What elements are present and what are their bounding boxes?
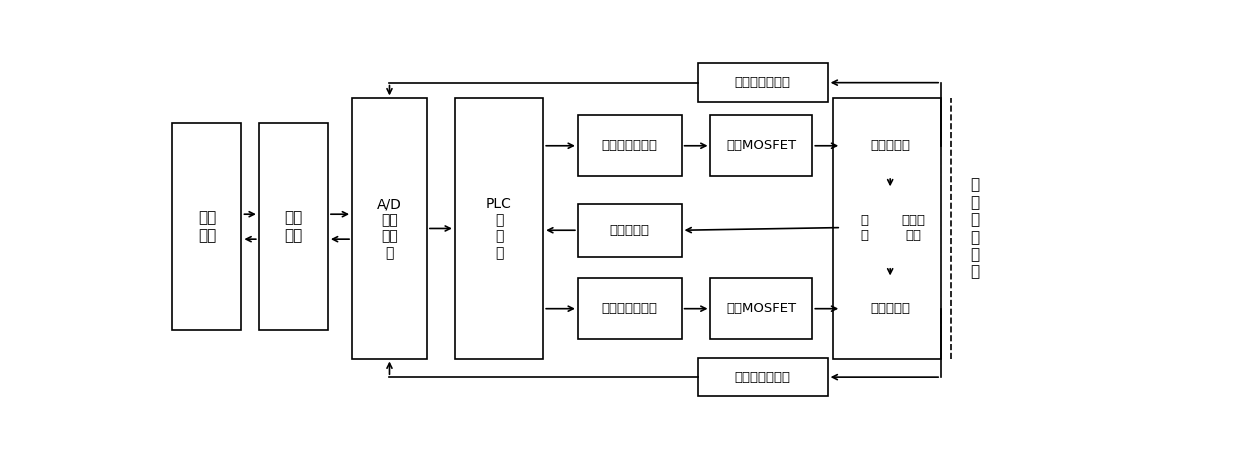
Text: 转
子: 转 子: [861, 213, 868, 242]
Bar: [455, 98, 543, 358]
Text: 第一MOSFET: 第一MOSFET: [727, 139, 796, 152]
Text: 下电磁线圈: 下电磁线圈: [870, 302, 910, 315]
Text: 第二电流传感器: 第二电流传感器: [735, 371, 791, 384]
Bar: [841, 189, 888, 266]
Bar: [578, 115, 682, 176]
Bar: [888, 189, 939, 266]
Text: 磁
悬
浮
鼓
风
机: 磁 悬 浮 鼓 风 机: [970, 177, 980, 280]
Bar: [259, 123, 327, 330]
Bar: [352, 98, 427, 358]
Bar: [698, 63, 828, 102]
Bar: [833, 98, 941, 358]
Bar: [172, 123, 242, 330]
Bar: [711, 278, 812, 339]
Bar: [841, 115, 939, 176]
Bar: [841, 278, 939, 339]
Text: 磁悬浮
轴承: 磁悬浮 轴承: [901, 213, 926, 242]
Text: 第一功率放大器: 第一功率放大器: [601, 139, 657, 152]
Text: 第一电流传感器: 第一电流传感器: [735, 76, 791, 89]
Text: A/D
电路
转换
器: A/D 电路 转换 器: [377, 197, 402, 260]
Text: 第二MOSFET: 第二MOSFET: [727, 302, 796, 315]
Bar: [578, 278, 682, 339]
Text: 位移传感器: 位移传感器: [610, 224, 650, 237]
Bar: [698, 358, 828, 396]
Text: 上电磁线圈: 上电磁线圈: [870, 139, 910, 152]
Text: 通讯
模块: 通讯 模块: [284, 211, 303, 243]
Text: PLC
控
制
器: PLC 控 制 器: [486, 197, 512, 260]
Text: 终端
设备: 终端 设备: [197, 211, 216, 243]
Text: 第二功率放大器: 第二功率放大器: [601, 302, 657, 315]
Bar: [711, 115, 812, 176]
Bar: [578, 204, 682, 257]
